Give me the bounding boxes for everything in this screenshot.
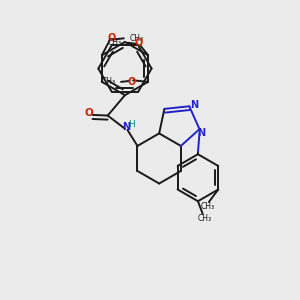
- Text: CH₃: CH₃: [200, 202, 214, 211]
- Text: H: H: [128, 120, 135, 129]
- Text: O: O: [127, 77, 136, 87]
- Text: O: O: [85, 108, 93, 118]
- Text: N: N: [190, 100, 198, 110]
- Text: CH₃: CH₃: [197, 214, 211, 223]
- Text: O: O: [107, 33, 116, 43]
- Text: O: O: [134, 38, 143, 48]
- Text: N: N: [122, 122, 130, 132]
- Text: CH₃: CH₃: [108, 38, 122, 47]
- Text: CH₃: CH₃: [129, 34, 144, 43]
- Text: N: N: [197, 128, 205, 138]
- Text: CH₃: CH₃: [101, 77, 116, 86]
